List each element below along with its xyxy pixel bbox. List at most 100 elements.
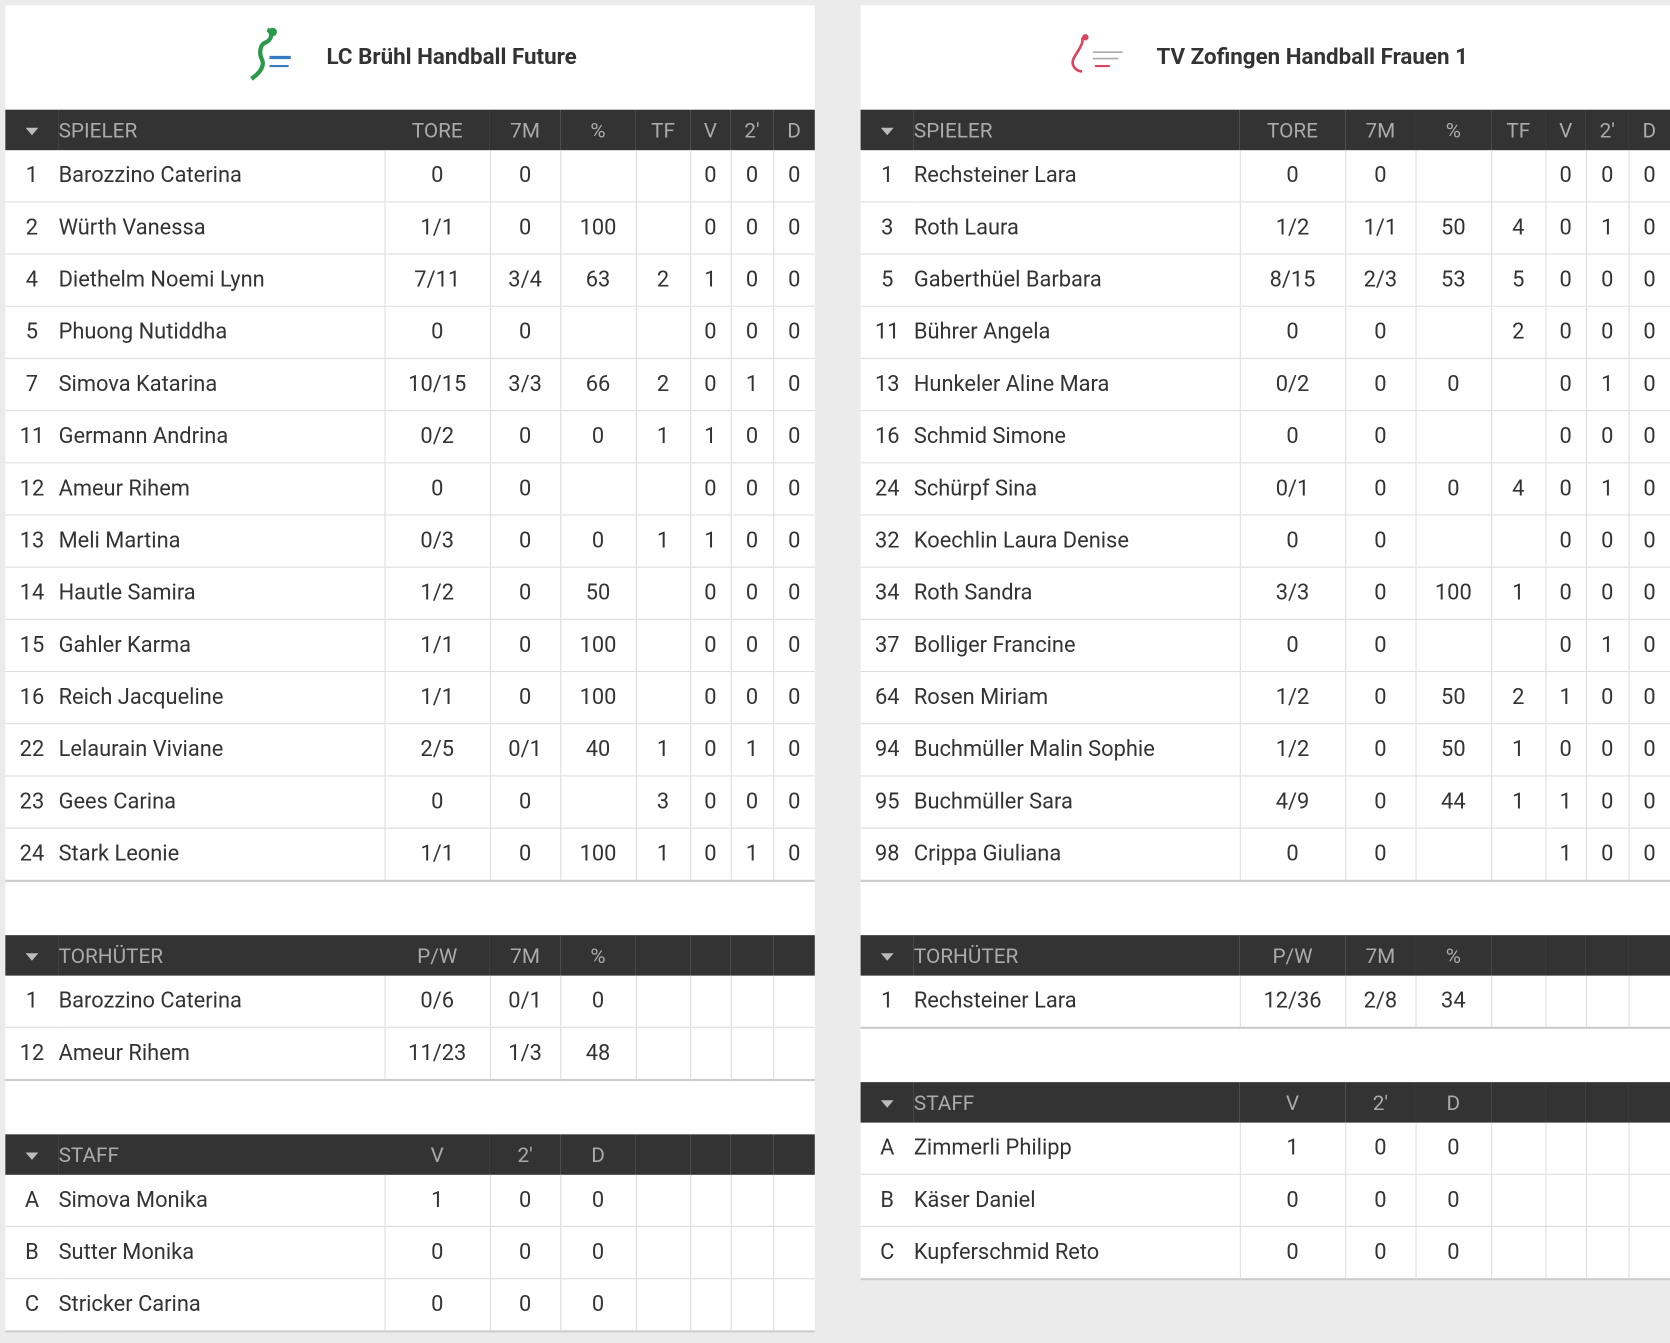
- stat: 0: [1544, 201, 1586, 255]
- stat: 0: [489, 514, 561, 568]
- number: 1: [860, 150, 914, 203]
- empty-cell: [635, 1174, 691, 1227]
- stat: 1: [730, 723, 774, 777]
- stat: 0/2: [383, 410, 490, 464]
- stat: 1: [1544, 775, 1586, 829]
- stat: 3/3: [1239, 567, 1346, 620]
- stat: 1: [689, 254, 731, 307]
- number: 4: [5, 254, 59, 307]
- stat: 0: [1628, 410, 1670, 464]
- column-header: %: [1415, 109, 1492, 151]
- name: Ameur Rihem: [58, 462, 385, 516]
- stat: 1: [1585, 462, 1629, 516]
- row: 3 Roth Laura 1/2 1/1 50 4 0 1 0: [860, 201, 1670, 255]
- column-header: D: [773, 109, 815, 151]
- column-header-empty: [773, 935, 815, 976]
- sort-arrow: [5, 1134, 59, 1175]
- stat: 50: [1414, 671, 1492, 725]
- team-name: TV Zofingen Handball Frauen 1: [1156, 44, 1468, 71]
- empty-cell: [730, 975, 774, 1028]
- stat: 0: [489, 462, 561, 516]
- stat: 0: [772, 619, 815, 673]
- number: 5: [860, 254, 914, 307]
- stat: 1/2: [1239, 723, 1346, 777]
- stat: 1: [635, 828, 691, 882]
- stat: 0: [1585, 775, 1629, 829]
- row: 12 Ameur Rihem 0 0 0 0 0: [5, 462, 815, 516]
- name: Buchmüller Malin Sophie: [913, 723, 1240, 777]
- empty-cell: [1490, 975, 1546, 1029]
- stat: 1: [1239, 1122, 1346, 1175]
- stat: 0: [1239, 1174, 1346, 1227]
- spacer: [861, 1029, 1670, 1082]
- column-header: 2': [1345, 1082, 1416, 1123]
- stat: 0: [1344, 567, 1416, 620]
- team-panel: LC Brühl Handball Future SPIELER TORE 7M% TF…: [5, 5, 815, 1333]
- stat: 0: [730, 514, 774, 568]
- stat: 0: [489, 1278, 561, 1333]
- stat: 0: [689, 150, 731, 203]
- stat: 3: [635, 775, 691, 829]
- header-row: SPIELER TORE 7M% TF V 2' D: [5, 109, 815, 151]
- team-header: TV Zofingen Handball Frauen 1: [861, 5, 1670, 109]
- sort-arrow: [860, 109, 914, 151]
- team-name: LC Brühl Handball Future: [326, 44, 577, 71]
- empty-cell: [689, 1174, 731, 1227]
- empty-cell: [689, 1278, 731, 1333]
- stat: 0: [1344, 1226, 1416, 1281]
- column-header: TF: [635, 109, 691, 151]
- stat: 0: [730, 775, 774, 829]
- row: C Stricker Carina 0 0 0: [5, 1278, 815, 1333]
- stat: 1: [730, 358, 774, 412]
- row: 22 Lelaurain Viviane 2/5 0/1 40 1 0 1 0: [5, 723, 815, 777]
- empty-cell: [1628, 1174, 1670, 1227]
- row: 11 Bührer Angela 0 0 2 0 0 0: [860, 306, 1670, 359]
- team-header: LC Brühl Handball Future: [5, 5, 814, 109]
- stat: 44: [1414, 775, 1492, 829]
- name: Buchmüller Sara: [913, 775, 1240, 829]
- stat: 1: [635, 410, 691, 464]
- empty-cell: [689, 1027, 731, 1082]
- row: 24 Schürpf Sina 0/1 0 0 4 0 1 0: [860, 462, 1670, 516]
- stat: 0: [1239, 619, 1346, 673]
- stat: [635, 567, 691, 620]
- stat: 0: [1628, 514, 1670, 568]
- stat: 0: [772, 150, 815, 203]
- row: 16 Reich Jacqueline 1/1 0 100 0 0 0: [5, 671, 815, 725]
- stat: 0: [1544, 462, 1586, 516]
- stat: 0: [689, 671, 731, 725]
- stat: 1: [1490, 775, 1546, 829]
- number: 22: [5, 723, 59, 777]
- number: 12: [5, 462, 59, 516]
- column-header: D: [560, 1134, 636, 1175]
- row: 23 Gees Carina 0 0 3 0 0 0: [5, 775, 815, 829]
- number: 2: [5, 201, 59, 255]
- stat: 0: [1344, 306, 1416, 359]
- stat: 10/15: [383, 358, 490, 412]
- stat: 1/3: [489, 1027, 561, 1082]
- header-row: TORHÜTER P/W 7M%: [5, 935, 815, 976]
- staff-table: STAFF V 2' D A Simova Monika 1 0 0 B Sutter Monika…: [5, 1134, 815, 1333]
- number: 64: [860, 671, 914, 725]
- row: 14 Hautle Samira 1/2 0 50 0 0 0: [5, 567, 815, 620]
- stat: 0: [383, 462, 490, 516]
- stat: 0: [1344, 671, 1416, 725]
- row: B Sutter Monika 0 0 0: [5, 1226, 815, 1280]
- column-header-empty: [690, 1134, 731, 1175]
- name: Barozzino Caterina: [58, 975, 385, 1028]
- stat: 8/15: [1239, 254, 1346, 307]
- number: A: [5, 1174, 59, 1227]
- staff-table: STAFF V 2' D A Zimmerli Philipp 1 0 0 B Käser Dani…: [860, 1082, 1670, 1281]
- stat: [1414, 514, 1492, 568]
- stat: 0: [1344, 1174, 1416, 1227]
- row: 98 Crippa Giuliana 0 0 1 0 0: [860, 828, 1670, 882]
- stat: 0: [730, 671, 774, 725]
- column-header: D: [1628, 109, 1670, 151]
- goalkeepers-table: TORHÜTER P/W 7M% 1 Rechsteiner Lara 12/36 2/8 3…: [860, 935, 1670, 1029]
- empty-cell: [772, 1278, 815, 1333]
- empty-cell: [1544, 975, 1586, 1029]
- team-panel: TV Zofingen Handball Frauen 1 SPIELER TORE…: [860, 5, 1670, 1281]
- stat: 0: [559, 1226, 636, 1280]
- stat: 2: [635, 358, 691, 412]
